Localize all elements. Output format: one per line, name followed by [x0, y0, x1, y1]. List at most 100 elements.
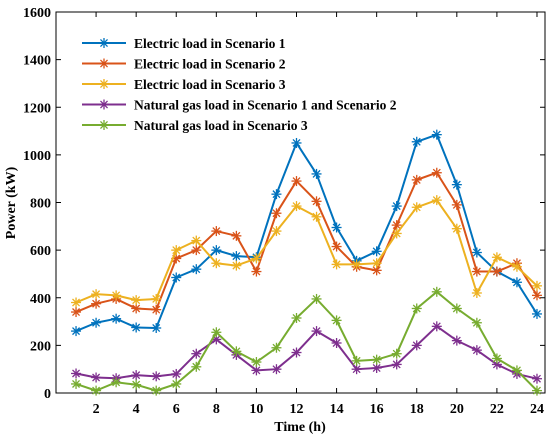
y-tick-label: 200: [30, 339, 51, 354]
y-tick-label: 800: [30, 197, 51, 212]
x-tick-label: 6: [173, 402, 180, 417]
data-point: [411, 174, 422, 185]
data-point: [471, 287, 482, 298]
marker-stroke: [412, 137, 421, 146]
data-point: [451, 335, 462, 346]
legend-item: Electric load in Scenario 3: [82, 77, 286, 92]
legend-label: Electric load in Scenario 2: [134, 57, 286, 72]
marker-stroke: [512, 262, 521, 271]
marker-stroke: [372, 259, 381, 268]
data-point: [371, 362, 382, 373]
data-point: [91, 372, 102, 383]
data-point: [231, 260, 242, 271]
marker-stroke: [132, 296, 141, 305]
data-point: [511, 277, 522, 288]
data-point: [71, 307, 82, 318]
marker-stroke: [252, 267, 261, 276]
data-point: [191, 348, 202, 359]
y-tick-label: 1200: [23, 101, 51, 116]
data-point: [451, 303, 462, 314]
marker-stroke: [532, 291, 541, 300]
marker-stroke: [72, 308, 81, 317]
data-point: [371, 354, 382, 365]
marker-stroke: [72, 327, 81, 336]
marker-stroke: [92, 299, 101, 308]
data-point: [91, 385, 102, 396]
marker-stroke: [452, 336, 461, 345]
marker-stroke: [392, 202, 401, 211]
series-4: [71, 321, 542, 384]
marker-stroke: [492, 360, 501, 369]
marker-stroke: [252, 366, 261, 375]
y-tick-label: 600: [30, 244, 51, 259]
data-point: [131, 322, 142, 333]
legend: Electric load in Scenario 1 Electric load…: [82, 36, 397, 133]
data-point: [99, 58, 109, 69]
data-point: [331, 241, 342, 252]
data-point: [471, 317, 482, 328]
data-point: [251, 357, 262, 368]
y-tick-label: 1600: [23, 6, 51, 21]
marker-stroke: [332, 223, 341, 232]
data-point: [451, 199, 462, 210]
data-point: [311, 196, 322, 207]
data-point: [391, 220, 402, 231]
marker-stroke: [212, 227, 221, 236]
marker-stroke: [152, 386, 161, 395]
data-point: [431, 167, 442, 178]
x-tick-label: 14: [330, 402, 344, 417]
series-line: [75, 290, 538, 392]
data-point: [391, 359, 402, 370]
marker-stroke: [412, 203, 421, 212]
data-point: [99, 120, 109, 130]
data-point: [171, 368, 182, 379]
marker-stroke: [172, 273, 181, 282]
marker-stroke: [492, 267, 501, 276]
data-point: [111, 377, 122, 388]
data-point: [391, 228, 402, 239]
data-point: [531, 290, 542, 301]
data-point: [471, 247, 482, 258]
data-point: [131, 303, 142, 314]
marker-stroke: [332, 338, 341, 347]
marker-stroke: [72, 379, 81, 388]
data-point: [331, 315, 342, 326]
marker-stroke: [232, 347, 241, 356]
data-point: [511, 261, 522, 272]
marker-stroke: [272, 227, 281, 236]
marker-stroke: [392, 360, 401, 369]
marker-stroke: [100, 121, 108, 129]
data-point: [131, 295, 142, 306]
marker-stroke: [532, 281, 541, 290]
x-axis-label: Time (h): [274, 420, 326, 435]
data-point: [211, 245, 222, 256]
marker-stroke: [192, 236, 201, 245]
marker-stroke: [352, 260, 361, 269]
y-axis-label: Power (kW): [4, 166, 19, 239]
marker-stroke: [452, 224, 461, 233]
marker-stroke: [372, 247, 381, 256]
data-point: [291, 176, 302, 187]
data-point: [171, 378, 182, 389]
marker-stroke: [272, 343, 281, 352]
data-point: [431, 129, 442, 140]
marker-stroke: [172, 379, 181, 388]
marker-stroke: [472, 267, 481, 276]
marker-stroke: [432, 168, 441, 177]
marker-stroke: [152, 372, 161, 381]
data-point: [371, 265, 382, 276]
data-point: [151, 371, 162, 382]
marker-stroke: [512, 278, 521, 287]
marker-stroke: [232, 261, 241, 270]
legend-item: Natural gas load in Scenario 1 and Scena…: [82, 98, 397, 113]
data-point: [91, 298, 102, 309]
marker-stroke: [312, 327, 321, 336]
marker-stroke: [92, 373, 101, 382]
data-point: [431, 321, 442, 332]
marker-stroke: [112, 378, 121, 387]
marker-stroke: [100, 39, 108, 47]
data-point: [191, 245, 202, 256]
marker-stroke: [372, 266, 381, 275]
data-point: [251, 253, 262, 264]
